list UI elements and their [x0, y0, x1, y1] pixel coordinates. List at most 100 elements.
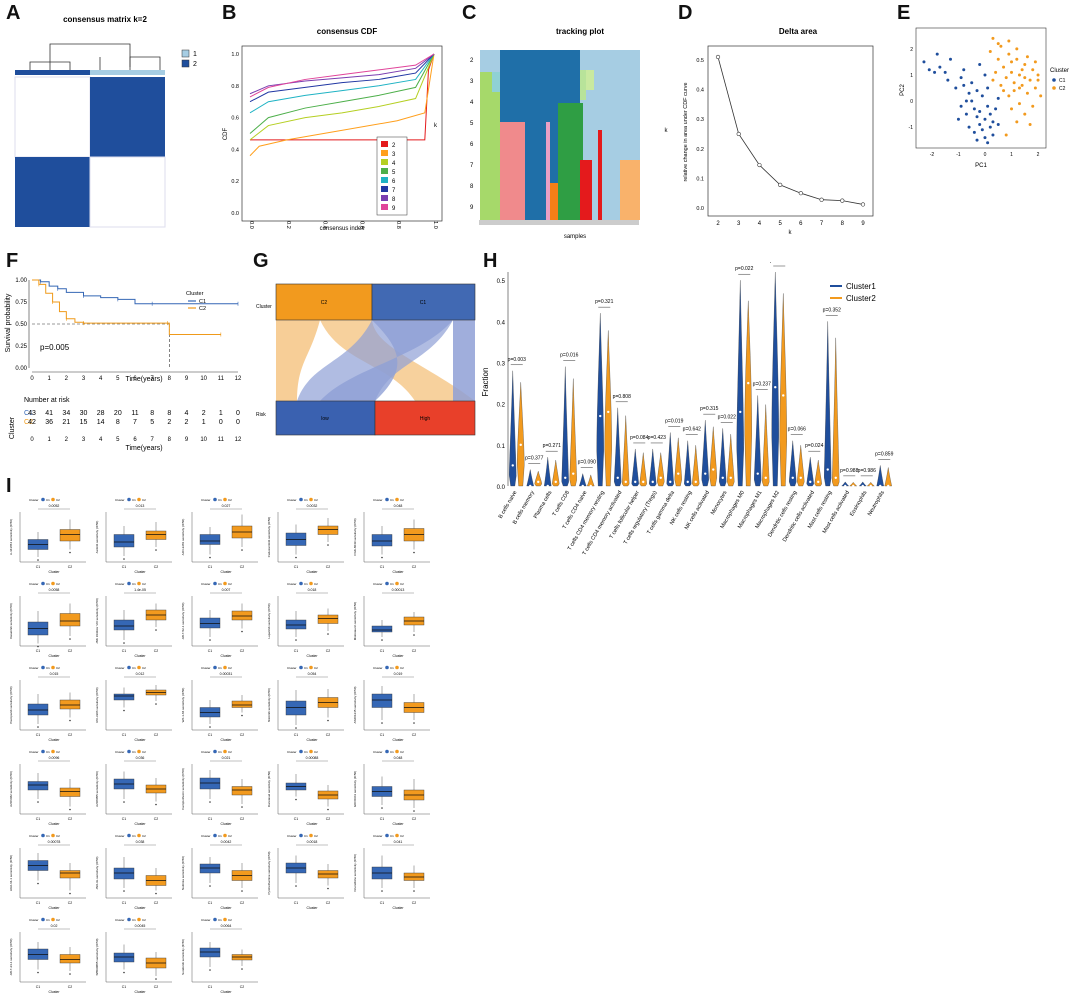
boxplot-xlabel: Cluster — [134, 570, 146, 574]
boxplot-legend-title: Cluster — [201, 918, 211, 922]
risk-value-C1: 28 — [97, 410, 105, 417]
boxplot-pvalue: 0.0064 — [221, 924, 232, 928]
cdf-line-k7 — [249, 53, 435, 103]
boxplot-xtick: C1 — [36, 817, 41, 821]
boxplot-pvalue: 0.041 — [394, 840, 403, 844]
boxplot-outlier — [381, 807, 383, 809]
pca-point-C1 — [975, 138, 979, 142]
violin-median-cluster2 — [572, 472, 575, 475]
boxplot-legend-dot-c2 — [223, 749, 227, 754]
boxplot-legend-c1: C1 — [132, 498, 136, 502]
violin-cluster1 — [771, 271, 779, 487]
boxplot-xtick: C2 — [68, 901, 73, 905]
cdf-legend-label-5: 5 — [392, 170, 396, 176]
boxplot-outlier — [241, 890, 243, 892]
pca-point-C1 — [943, 70, 947, 74]
delta-title: Delta area — [779, 27, 818, 36]
boxplot-ylabel: HG6-64-1 sensitivity (IC50) — [9, 855, 13, 891]
pca-point-C2 — [1023, 76, 1027, 80]
boxplot-xtick: C2 — [326, 817, 331, 821]
survival-ytick: 0.75 — [15, 300, 27, 306]
violin-median-cluster2 — [642, 480, 645, 484]
pca-point-C1 — [991, 133, 995, 137]
cdf-xtick: 0.2 — [285, 221, 291, 229]
violin-category-label: Plasma cells — [533, 490, 554, 520]
pca-point-C1 — [962, 68, 966, 72]
pca-point-C2 — [1012, 81, 1016, 85]
violin-median-cluster2 — [782, 394, 785, 397]
pca-ytick: 0 — [910, 99, 913, 105]
boxplot-legend-c2: C2 — [314, 582, 318, 586]
delta-area-chart: Delta area 2 3 4 5 6 7 8 90.00.10.20.30.40.5 k … — [683, 27, 874, 236]
boxplot-xlabel: Cluster — [220, 822, 232, 826]
delta-point — [840, 198, 845, 203]
boxplot-xtick: C1 — [294, 649, 299, 653]
boxplot-legend-c1: C1 — [132, 834, 136, 838]
boxplot-panel: Cluster C1 C2 1.4e-05 C1 C2 Cluster JNK Inhibit… — [95, 581, 172, 658]
boxplot-legend-dot-c2 — [395, 581, 399, 586]
boxplot-pvalue: 0.00013 — [392, 588, 405, 592]
boxplot-legend-title: Cluster — [287, 834, 297, 838]
boxplot-outlier — [381, 890, 383, 892]
boxplot-legend-dot-c1 — [41, 581, 45, 586]
boxplot-legend-dot-c2 — [223, 665, 227, 670]
violin-median-cluster2 — [694, 480, 697, 484]
pca-point-C1 — [970, 81, 974, 85]
pca-legend-dot-C2 — [1052, 86, 1056, 90]
boxplot-xlabel: Cluster — [392, 822, 404, 826]
pvalue-label: p=0.808 — [613, 394, 631, 400]
pca-xtick: -2 — [930, 152, 935, 158]
boxplot-legend-title: Cluster — [115, 750, 125, 754]
pca-point-C2 — [1004, 133, 1008, 137]
boxplot-legend-c1: C1 — [304, 666, 308, 670]
pca-point-C1 — [996, 123, 1000, 127]
violin-median-cluster1 — [861, 484, 864, 488]
boxplot-xtick: C2 — [412, 901, 417, 905]
survival-curve-C1 — [32, 279, 238, 305]
violin-category-label: Eosinophils — [849, 490, 868, 518]
violin-median-cluster1 — [721, 476, 724, 479]
risk-value-C1: 0 — [236, 410, 240, 417]
boxplot-box-c1 — [371, 625, 393, 633]
boxplot-xtick: C1 — [380, 649, 385, 653]
risk-xtick: 8 — [168, 437, 172, 443]
boxplot-legend-c1: C1 — [304, 834, 308, 838]
tracking-row-label: 7 — [470, 163, 474, 169]
sankey-row-risk: Risk — [256, 412, 266, 418]
violin-cluster1 — [684, 440, 692, 487]
violin-cluster1 — [876, 465, 884, 487]
panel-label-b: B — [222, 2, 237, 24]
boxplot-xtick: C2 — [326, 649, 331, 653]
pca-point-C2 — [1015, 57, 1019, 61]
survival-ytick: 1.00 — [15, 278, 27, 284]
boxplot-legend-c1: C1 — [218, 834, 222, 838]
boxplot-xlabel: Cluster — [220, 906, 232, 910]
boxplot-pvalue: 0.0018 — [307, 840, 318, 844]
boxplot-legend-title: Cluster — [201, 834, 211, 838]
boxplot-legend-c2: C2 — [400, 666, 404, 670]
violin-median-cluster1 — [791, 476, 794, 479]
boxplot-xtick: C1 — [208, 985, 213, 989]
boxplot-pvalue: 0.00088 — [306, 756, 319, 760]
risk-value-C2: 0 — [236, 419, 240, 426]
boxplot-outlier — [327, 633, 329, 635]
pca-point-C1 — [954, 86, 958, 90]
boxplot-outlier — [241, 714, 243, 717]
boxplot-xtick: C1 — [122, 985, 127, 989]
violin-median-cluster2 — [554, 480, 557, 484]
boxplot-legend-c2: C2 — [228, 498, 232, 502]
tracking-row-label: 5 — [470, 121, 474, 127]
boxplot-legend-c1: C1 — [46, 750, 50, 754]
pvalue-label: p=0.019 — [665, 419, 683, 425]
cdf-legend-label-6: 6 — [392, 179, 396, 185]
boxplot-legend-dot-c2 — [395, 749, 399, 754]
boxplot-outlier — [37, 971, 39, 974]
boxplot-panel: Cluster C1 C2 0.0042 C1 C2 Cluster Nutlin3a sen… — [181, 833, 258, 910]
boxplot-legend-title: Cluster — [373, 666, 383, 670]
boxplot-xtick: C1 — [36, 985, 41, 989]
boxplot-legend-title: Cluster — [201, 498, 211, 502]
